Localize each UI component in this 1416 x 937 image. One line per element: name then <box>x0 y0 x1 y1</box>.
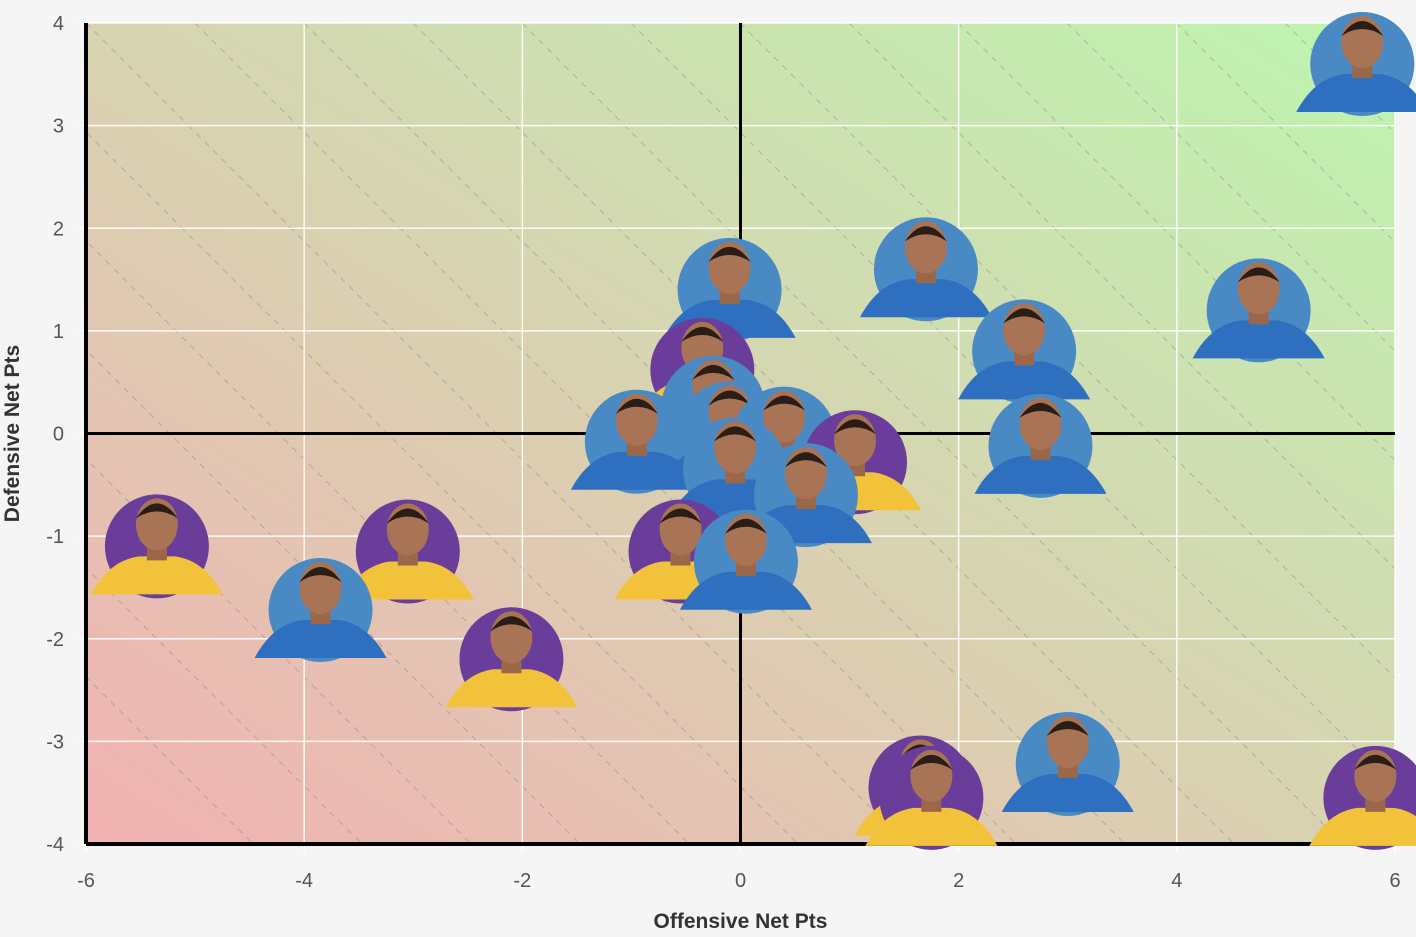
diagonal-guide <box>848 23 1395 570</box>
player-hair <box>1237 267 1280 283</box>
player-hair <box>1019 402 1062 418</box>
player-jersey <box>1309 807 1416 846</box>
player-hair <box>714 426 757 442</box>
player-hair <box>615 398 658 414</box>
diagonal-guide <box>86 676 254 844</box>
y-tick-label: 0 <box>53 424 64 446</box>
diagonal-guide <box>86 567 363 844</box>
y-tick-label: 3 <box>53 116 64 138</box>
x-tick-label: -2 <box>513 870 531 892</box>
player-point <box>679 509 812 614</box>
x-axis-title: Offensive Net Pts <box>654 910 828 932</box>
player-hair <box>910 754 953 770</box>
y-tick-label: -3 <box>46 731 64 753</box>
player-point <box>90 494 223 599</box>
y-tick-label: 1 <box>53 321 64 343</box>
y-tick-label: 2 <box>53 218 64 240</box>
x-tick-label: 0 <box>735 870 746 892</box>
player-jersey <box>1192 320 1325 359</box>
player-jersey <box>341 561 474 600</box>
y-axis-title: Defensive Net Pts <box>1 345 24 522</box>
player-hair <box>1046 720 1089 736</box>
player-jersey <box>1001 773 1134 812</box>
player-hair <box>834 419 877 435</box>
player-point <box>865 745 998 850</box>
player-points <box>90 12 1416 850</box>
player-point <box>341 499 474 604</box>
player-hair <box>708 246 751 262</box>
player-hair <box>784 452 827 468</box>
player-point <box>974 393 1107 498</box>
diagonal-guide <box>86 240 690 844</box>
x-tick-label: -6 <box>77 870 95 892</box>
x-tick-label: 6 <box>1389 870 1400 892</box>
player-point <box>859 217 992 322</box>
player-jersey <box>445 669 578 708</box>
player-hair <box>1354 754 1397 770</box>
x-tick-label: 2 <box>953 870 964 892</box>
y-tick-label: -4 <box>46 834 64 856</box>
y-tick-label: -2 <box>46 629 64 651</box>
player-hair <box>659 508 702 524</box>
player-point <box>1192 258 1325 363</box>
player-hair <box>135 503 178 519</box>
player-point <box>254 558 387 663</box>
diagonal-guide <box>86 349 581 844</box>
player-point <box>958 299 1091 404</box>
x-tick-labels: -6 -4 -2 0 2 4 6 <box>77 870 1400 892</box>
player-hair <box>490 616 533 632</box>
player-point <box>1001 711 1134 816</box>
player-jersey <box>974 455 1107 494</box>
x-tick-label: -4 <box>295 870 313 892</box>
y-tick-labels: 4 3 2 1 0 -1 -2 -3 -4 <box>46 13 64 856</box>
player-jersey <box>679 571 812 610</box>
player-hair <box>724 518 767 534</box>
player-point <box>739 443 872 548</box>
diagonal-guide <box>86 458 472 844</box>
diagonal-guide <box>739 23 1395 679</box>
player-hair <box>1341 21 1384 37</box>
player-jersey <box>90 556 223 595</box>
player-hair <box>708 390 751 406</box>
y-tick-label: -1 <box>46 526 64 548</box>
player-jersey <box>1296 74 1416 113</box>
y-tick-label: 4 <box>53 13 64 35</box>
player-jersey <box>865 807 998 846</box>
player-hair <box>299 567 342 583</box>
player-point <box>445 607 578 712</box>
x-tick-label: 4 <box>1171 870 1182 892</box>
player-point <box>1309 745 1416 850</box>
player-hair <box>386 508 429 524</box>
diagonal-guide <box>521 23 1344 844</box>
player-hair <box>1003 308 1046 324</box>
player-hair <box>692 364 735 380</box>
player-jersey <box>958 361 1091 400</box>
player-hair <box>763 395 806 411</box>
diagonal-guide <box>86 131 799 844</box>
player-hair <box>904 226 947 242</box>
player-hair <box>681 326 724 342</box>
player-jersey <box>254 620 387 659</box>
player-point <box>1296 12 1416 117</box>
player-jersey <box>859 279 992 318</box>
diagonal-guide <box>86 23 908 844</box>
